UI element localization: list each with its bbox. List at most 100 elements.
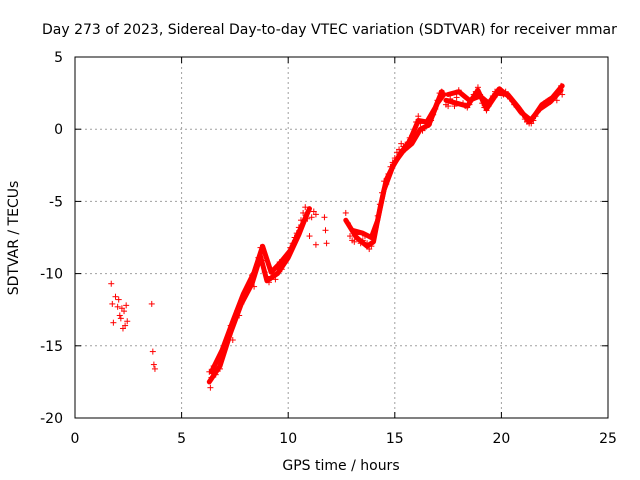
data-point [236,312,243,319]
x-tick-label: 25 [599,431,617,447]
data-point [361,233,368,240]
tick-labels: 0 5 10 15 20 25 -20 -15 -10 -5 0 5 [40,50,617,447]
y-axis-title: SDTVAR / TECUs [6,181,22,296]
data-point [428,117,435,124]
data-point [266,279,273,286]
data-band [349,89,445,240]
data-point [415,113,422,120]
data-point [151,365,158,372]
y-tick-label: -20 [40,411,63,427]
data-point [117,315,124,322]
data-point [263,273,270,280]
data-points [108,82,566,391]
data-point [553,97,560,104]
data-point [434,97,441,104]
data-point [372,224,379,231]
data-point [300,209,307,216]
data-point [121,308,128,315]
data-point [291,234,298,241]
data-point [391,155,398,162]
data-point [353,231,360,238]
data-point [115,296,122,303]
data-point [472,88,479,95]
x-axis-title: GPS time / hours [282,458,399,474]
data-point [229,337,236,344]
data-point [109,300,116,307]
data-point [210,363,217,370]
data-point [430,111,437,118]
data-point [270,269,277,276]
y-tick-label: 0 [54,122,63,138]
data-point [251,283,258,290]
data-band [206,210,310,385]
data-point [312,241,319,248]
data-point [449,98,456,105]
data-point [408,139,415,146]
data-point [370,235,377,242]
data-point [453,94,460,101]
data-point [124,318,131,325]
data-point [519,111,526,118]
data-point [216,365,223,372]
data-point [359,237,366,244]
data-point [268,274,275,281]
data-point [148,300,155,307]
data-point [421,124,428,131]
data-point [368,243,375,250]
x-tick-label: 20 [492,431,510,447]
data-point [304,215,311,222]
axis-ticks [74,56,609,419]
data-point [255,254,262,261]
data-point [487,97,494,104]
data-point [364,240,371,247]
data-point [150,361,157,368]
data-point [248,272,255,279]
data-bands [206,83,565,385]
data-point [212,371,219,378]
data-point [413,118,420,125]
data-point [308,214,315,221]
data-point [149,348,156,355]
data-point [485,103,492,110]
data-point [221,345,228,352]
data-point [238,300,245,307]
x-tick-label: 0 [71,431,80,447]
data-point [287,244,294,251]
data-point [227,322,234,329]
data-point [274,264,281,271]
data-point [558,82,565,89]
data-point [207,384,214,391]
data-point [219,351,226,358]
data-point [214,358,221,365]
data-point [466,101,473,108]
data-point [385,170,392,177]
x-tick-label: 10 [279,431,297,447]
data-point [208,374,215,381]
data-point [468,97,475,104]
data-point [322,227,329,234]
y-tick-label: -10 [40,267,63,283]
data-point [302,204,309,211]
data-point [234,308,241,315]
data-point [417,120,424,127]
data-point [289,240,296,247]
data-point [116,312,123,319]
data-point [483,107,490,114]
data-point [306,233,313,240]
data-point [479,100,486,107]
data-point [374,212,381,219]
data-point [474,84,481,91]
data-point [383,181,390,188]
data-point [253,264,260,271]
data-point [259,257,266,264]
data-point [297,217,304,224]
data-point [489,92,496,99]
data-point [323,240,330,247]
data-point [261,269,268,276]
data-point [347,233,354,240]
data-point [123,302,130,309]
data-point [559,91,566,98]
data-point [231,315,238,322]
data-point [342,209,349,216]
